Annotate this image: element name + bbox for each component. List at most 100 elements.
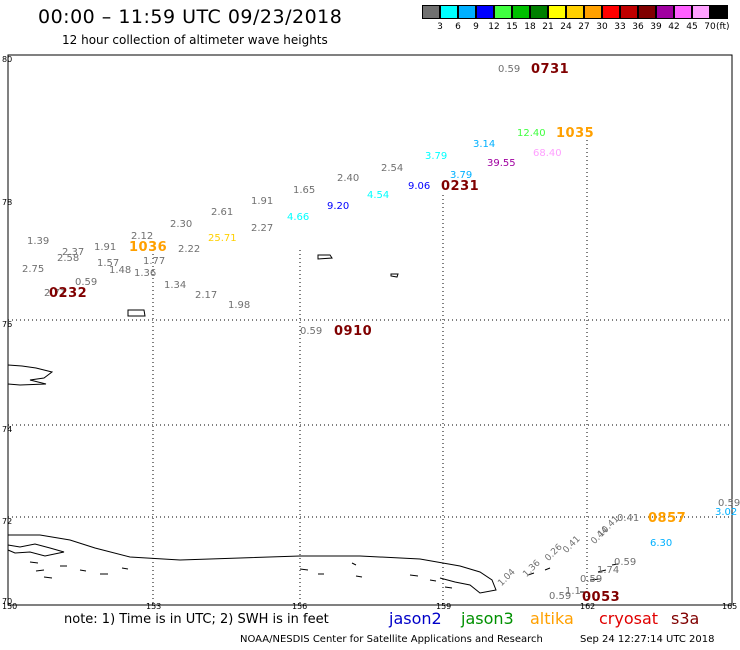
colorbar-swatch [710,5,728,19]
map-subtitle: 12 hour collection of altimeter wave hei… [62,33,328,47]
wave-height-value: 0.59 [614,557,637,568]
wave-height-value: 2.17 [195,290,218,301]
wave-height-value: 2.40 [337,173,360,184]
wave-height-value: 9.20 [327,201,350,212]
wave-height-value: 1.91 [94,242,117,253]
colorbar-swatch [656,5,674,19]
wave-height-value: 3.79 [450,170,473,181]
wave-height-value: 0.59 [498,64,521,75]
lat-label: 74 [2,425,13,434]
wave-height-value: 1.1 [565,586,581,597]
colorbar-label: 70 [704,22,716,32]
lon-label: 156 [292,602,308,611]
wave-height-value: 2.71 [44,288,67,299]
lon-label: 150 [2,602,18,611]
colorbar-label: 39 [650,22,662,32]
colorbar-label: 15 [506,22,518,32]
overpass-time-label: 1036 [129,240,168,255]
overpass-time-label: 1035 [556,126,595,141]
colorbar-label: 45 [686,22,698,32]
colorbar-label: 12 [488,22,500,32]
wave-height-value: 1.77 [143,256,166,267]
colorbar-swatch [620,5,638,19]
colorbar-unit: (ft) [716,22,730,32]
wave-height-value: 3.79 [425,151,448,162]
colorbar-label: 18 [524,22,536,32]
overpass-time-label: 0731 [531,62,570,77]
wave-height-value: 4.66 [287,212,310,223]
wave-height-value: 2.22 [178,244,201,255]
colorbar-swatch [512,5,530,19]
legend-jason2: jason2 [389,609,442,628]
wave-height-value: 6.30 [650,538,673,549]
colorbar-label: 3 [437,22,443,32]
graticule [8,140,732,605]
wave-height-value: 39.55 [487,158,516,169]
colorbar-label: 24 [560,22,572,32]
wave-height-value: 2.12 [131,231,154,242]
wave-height-value: 2.27 [251,223,274,234]
wave-height-value: 1.36 [134,268,157,279]
wave-height-value: 0.41 [617,513,640,524]
wave-height-value: 3.14 [473,139,496,150]
wave-height-value: 1.57 [97,258,120,269]
colorbar-swatch [674,5,692,19]
overpass-time-label: 0857 [648,511,687,526]
wave-height-value: 0.59 [580,574,603,585]
legend-altika: altika [530,609,574,628]
legend-s3a: s3a [671,609,700,628]
colorbar-label: 42 [668,22,680,32]
lat-label: 78 [2,198,13,207]
wave-height-value: 0.59 [718,498,740,509]
wave-height-value: 1.98 [228,300,251,311]
overpass-time-label: 0910 [334,324,373,339]
wave-height-value: 1.65 [293,185,316,196]
wave-height-value: 68.40 [533,148,562,159]
wave-height-value: 2.30 [170,219,193,230]
colorbar-label: 6 [455,22,461,32]
colorbar-swatch [476,5,494,19]
colorbar-swatch [548,5,566,19]
colorbar-swatch [440,5,458,19]
lat-label: 76 [2,320,13,329]
colorbar-swatch [494,5,512,19]
wave-height-value: 3.02 [715,507,738,518]
overpass-time-label: 0231 [441,179,480,194]
wave-height-value: 12.40 [517,128,546,139]
wave-height-value: 2.54 [381,163,404,174]
map-title: 00:00 – 11:59 UTC 09/23/2018 [38,6,343,28]
colorbar-label: 33 [614,22,626,32]
lon-label: 159 [436,602,452,611]
wave-height-value: 0.59 [75,277,98,288]
lon-label: 162 [580,602,596,611]
overpass-time-label: 0053 [582,590,621,605]
colorbar-label: 9 [473,22,479,32]
wave-height-value: 0.59 [549,591,572,602]
wave-height-value: 1.34 [164,280,187,291]
coastline [7,254,619,594]
colorbar-swatch [458,5,476,19]
legend-jason3: jason3 [461,609,514,628]
lat-label: 70 [2,597,13,606]
lon-label: 165 [722,602,738,611]
lat-label: 80 [2,55,13,64]
wave-height-value: 4.54 [367,190,390,201]
overpass-time-label: 0232 [49,286,88,301]
wave-height-value: 2.37 [62,247,85,258]
legend-cryosat: cryosat [599,609,659,628]
colorbar-swatch [584,5,602,19]
wave-height-value: 2.61 [211,207,234,218]
wave-height-value: 25.71 [208,233,237,244]
colorbar-swatch [602,5,620,19]
lon-label: 153 [146,602,162,611]
wave-height-value: 2.58 [57,253,80,264]
wave-height-value: 1.48 [109,265,132,276]
colorbar-swatch [422,5,440,19]
wave-height-value: 2.75 [22,264,45,275]
footer-timestamp: Sep 24 12:27:14 UTC 2018 [580,634,715,645]
footer-credit: NOAA/NESDIS Center for Satellite Applica… [240,634,543,645]
colorbar-swatch [638,5,656,19]
map-note: note: 1) Time is in UTC; 2) SWH is in fe… [64,612,329,627]
wave-height-value: 1.39 [27,236,50,247]
